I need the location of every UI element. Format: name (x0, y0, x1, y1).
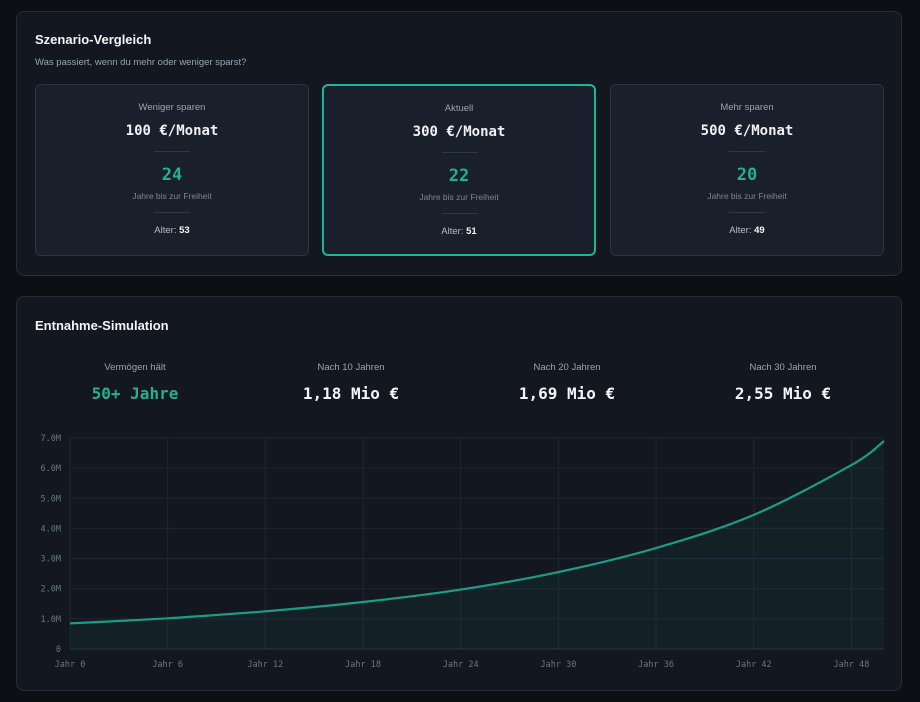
y-tick-label: 1.0M (41, 615, 61, 625)
card-age-value: 49 (754, 225, 765, 236)
chart-grid (69, 437, 884, 650)
x-tick-label: Jahr 36 (638, 660, 674, 670)
stat-value: 1,69 Mio € (518, 384, 616, 403)
card-years: 24 (161, 165, 183, 185)
scenario-card-more[interactable]: Mehr sparen 500 €/Monat 20 Jahre bis zur… (610, 84, 884, 256)
scenario-card-current[interactable]: Aktuell 300 €/Monat 22 Jahre bis zur Fre… (322, 84, 596, 256)
card-years: 22 (448, 166, 470, 186)
card-label: Mehr sparen (720, 102, 774, 113)
card-age: Alter: 53 (36, 225, 308, 236)
x-tick-label: Jahr 18 (345, 660, 381, 670)
stat-value: 50+ Jahre (91, 384, 179, 403)
simulation-panel: Entnahme-Simulation Vermögen hält 50+ Ja… (16, 296, 902, 691)
x-axis-labels: Jahr 0 Jahr 6 Jahr 12 Jahr 18 Jahr 24 Jahr 30… (55, 660, 870, 670)
card-age: Alter: 51 (324, 226, 594, 237)
scenario-panel: Szenario-Vergleich Was passiert, wenn du… (16, 11, 902, 276)
card-age-label: Alter: (154, 225, 177, 236)
divider (442, 213, 478, 214)
card-years-label: Jahre bis zur Freiheit (419, 192, 499, 202)
stat-value: 2,55 Mio € (734, 384, 832, 403)
stat-label: Nach 10 Jahren (317, 362, 385, 373)
card-age-label: Alter: (441, 226, 464, 237)
divider (442, 152, 478, 153)
series-line (69, 440, 885, 625)
x-tick-label: Jahr 0 (55, 660, 86, 670)
x-tick-label: Jahr 30 (540, 660, 576, 670)
card-years-label: Jahre bis zur Freiheit (707, 191, 787, 201)
y-tick-label: 6.0M (41, 464, 61, 474)
stat-30-years: Nach 30 Jahren 2,55 Mio € (675, 362, 891, 403)
divider (154, 151, 190, 152)
wealth-chart: 01.0M2.0M3.0M4.0M5.0M6.0M7.0M Jahr 0 Jahr… (41, 434, 885, 670)
card-amount: 300 €/Monat (412, 124, 506, 140)
y-tick-label: 7.0M (41, 434, 61, 444)
x-tick-label: Jahr 6 (152, 660, 183, 670)
y-tick-label: 2.0M (41, 585, 61, 595)
card-age-value: 51 (466, 226, 477, 237)
card-amount: 100 €/Monat (125, 123, 219, 139)
scenario-title: Szenario-Vergleich (35, 32, 152, 47)
stat-20-years: Nach 20 Jahren 1,69 Mio € (459, 362, 675, 403)
divider (154, 212, 190, 213)
card-age: Alter: 49 (611, 225, 883, 236)
y-tick-label: 5.0M (41, 494, 61, 504)
divider (729, 151, 765, 152)
stat-duration: Vermögen hält 50+ Jahre (27, 362, 243, 403)
x-tick-label: Jahr 42 (736, 660, 772, 670)
stat-label: Nach 30 Jahren (749, 362, 817, 373)
stat-10-years: Nach 10 Jahren 1,18 Mio € (243, 362, 459, 403)
divider (729, 212, 765, 213)
card-amount: 500 €/Monat (700, 123, 794, 139)
y-tick-label: 3.0M (41, 555, 61, 565)
scenario-card-less[interactable]: Weniger sparen 100 €/Monat 24 Jahre bis … (35, 84, 309, 256)
y-axis-labels: 0 1.0M 2.0M 3.0M 4.0M 5.0M 6.0M 7.0M (41, 434, 61, 655)
x-tick-label: Jahr 24 (443, 660, 479, 670)
scenario-subtitle: Was passiert, wenn du mehr oder weniger … (35, 57, 247, 68)
area-fill (70, 441, 884, 649)
card-years-label: Jahre bis zur Freiheit (132, 191, 212, 201)
card-label: Weniger sparen (138, 102, 206, 113)
stat-value: 1,18 Mio € (302, 384, 400, 403)
y-tick-label: 4.0M (41, 524, 61, 534)
stat-label: Vermögen hält (104, 362, 166, 373)
x-tick-label: Jahr 48 (834, 660, 870, 670)
card-age-value: 53 (179, 225, 190, 236)
simulation-title: Entnahme-Simulation (35, 318, 169, 333)
card-years: 20 (736, 165, 758, 185)
card-age-label: Alter: (729, 225, 752, 236)
stat-label: Nach 20 Jahren (533, 362, 601, 373)
card-label: Aktuell (444, 103, 474, 114)
y-tick-label: 0 (56, 645, 61, 655)
x-tick-label: Jahr 12 (247, 660, 283, 670)
